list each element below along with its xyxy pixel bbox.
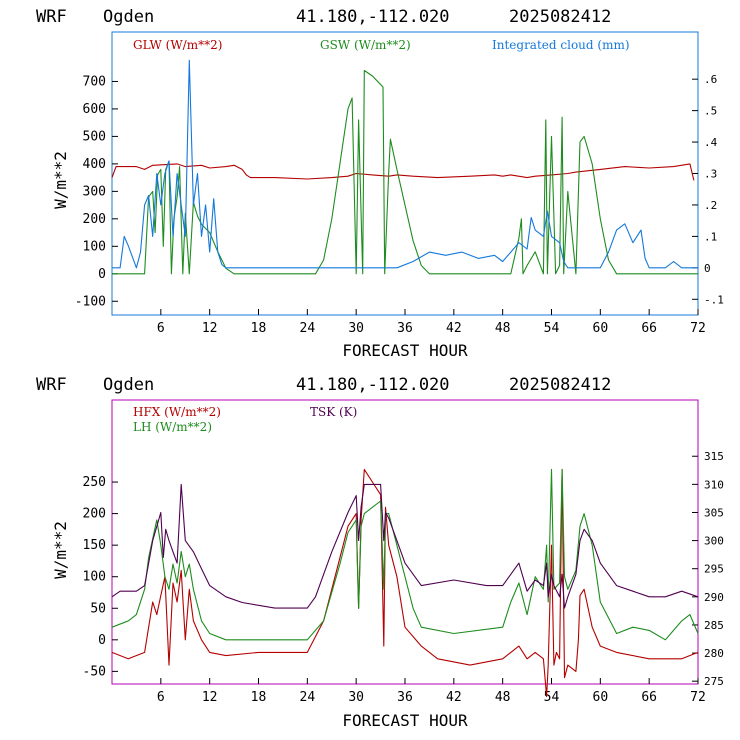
bottom-x-tick-label: 6 <box>157 690 165 705</box>
bottom-y-tick-label: 100 <box>83 570 106 585</box>
top-x-tick-label: 12 <box>202 321 218 336</box>
bottom-x-tick-label: 66 <box>641 690 657 705</box>
bottom-coords-label: 41.180,-112.020 <box>296 375 450 395</box>
bottom-x-tick-label: 60 <box>593 690 609 705</box>
bottom-series-line-hfx <box>111 468 699 698</box>
top-y-tick-label: -100 <box>75 294 106 309</box>
top-location-label: Ogden <box>103 7 154 27</box>
top-run-label: 2025082412 <box>509 7 611 27</box>
top-series-line-glw <box>111 163 695 181</box>
heat-flux-chart: HFX (W/m**2) LH (W/m**2) TSK (K) FORECAS… <box>51 399 724 730</box>
bottom-run-label: 2025082412 <box>509 375 611 395</box>
top-model-label: WRF <box>36 7 67 27</box>
top-y-tick-label: 0 <box>98 267 106 282</box>
bottom-y-tick-label: 250 <box>83 475 106 490</box>
top-x-tick-label: 18 <box>251 321 267 336</box>
top-y2-tick-label: .5 <box>704 105 717 118</box>
bottom-x-tick-label: 24 <box>300 690 316 705</box>
bottom-x-tick-label: 54 <box>544 690 560 705</box>
bottom-y2-tick-label: 305 <box>704 506 724 519</box>
top-y-axis-label: W/m**2 <box>51 151 70 209</box>
top-y-tick-label: 300 <box>83 184 106 199</box>
top-coords-label: 41.180,-112.020 <box>296 7 450 27</box>
legend-hfx: HFX (W/m**2) <box>133 405 221 419</box>
top-x-tick-label: 48 <box>495 321 511 336</box>
top-y2-tick-label: .3 <box>704 168 717 181</box>
bottom-y2-tick-label: 285 <box>704 619 724 632</box>
bottom-x-tick-label: 30 <box>348 690 364 705</box>
top-y-tick-label: 500 <box>83 129 106 144</box>
bottom-y2-tick-label: 310 <box>704 478 724 491</box>
top-y2-tick-label: 0 <box>704 262 711 275</box>
bottom-y-tick-label: 200 <box>83 507 106 522</box>
top-series-line-gsw <box>112 69 698 275</box>
top-x-tick-label: 24 <box>300 321 316 336</box>
top-y2-tick-label: .6 <box>704 73 717 86</box>
bottom-y2-tick-label: 295 <box>704 563 724 576</box>
bottom-y-tick-label: 0 <box>98 633 106 648</box>
top-y-tick-label: 600 <box>83 102 106 117</box>
bottom-x-tick-label: 18 <box>251 690 267 705</box>
bottom-series-line-lh <box>111 468 699 641</box>
legend-lh: LH (W/m**2) <box>133 420 212 434</box>
radiation-cloud-chart: GLW (W/m**2) GSW (W/m**2) Integrated clo… <box>51 31 724 360</box>
top-x-tick-label: 60 <box>593 321 609 336</box>
top-x-tick-label: 72 <box>690 321 706 336</box>
bottom-x-tick-label: 36 <box>397 690 413 705</box>
top-x-tick-label: 30 <box>348 321 364 336</box>
bottom-y2-tick-label: 300 <box>704 535 724 548</box>
bottom-location-label: Ogden <box>103 375 154 395</box>
bottom-y2-tick-label: 275 <box>704 675 724 688</box>
bottom-series-line-tsk <box>111 483 699 609</box>
top-x-tick-label: 42 <box>446 321 462 336</box>
bottom-y-tick-label: -50 <box>83 664 106 679</box>
bottom-y-tick-label: 50 <box>90 601 106 616</box>
bottom-x-tick-label: 12 <box>202 690 218 705</box>
bottom-model-label: WRF <box>36 375 67 395</box>
bottom-x-tick-label: 72 <box>690 690 706 705</box>
bottom-y-axis-label: W/m**2 <box>51 521 70 579</box>
top-x-axis-label: FORECAST HOUR <box>342 341 468 360</box>
legend-tsk: TSK (K) <box>310 405 357 419</box>
top-series-line-integrated <box>112 59 698 269</box>
bottom-y2-tick-label: 280 <box>704 647 724 660</box>
bottom-x-tick-label: 48 <box>495 690 511 705</box>
top-y-tick-label: 400 <box>83 157 106 172</box>
top-y-tick-label: 100 <box>83 239 106 254</box>
top-y-tick-label: 700 <box>83 74 106 89</box>
top-x-tick-label: 66 <box>641 321 657 336</box>
top-x-tick-label: 36 <box>397 321 413 336</box>
legend-gsw: GSW (W/m**2) <box>320 38 411 52</box>
top-y2-tick-label: .1 <box>704 230 717 243</box>
top-x-tick-label: 6 <box>157 321 165 336</box>
bottom-y-tick-label: 150 <box>83 538 106 553</box>
legend-cloud: Integrated cloud (mm) <box>492 38 630 52</box>
top-y-tick-label: 200 <box>83 212 106 227</box>
bottom-y2-tick-label: 315 <box>704 450 724 463</box>
bottom-plot-frame <box>111 399 699 685</box>
top-y2-tick-label: -.1 <box>704 293 724 306</box>
bottom-y2-tick-label: 290 <box>704 591 724 604</box>
top-y2-tick-label: .4 <box>704 136 718 149</box>
top-x-tick-label: 54 <box>544 321 560 336</box>
bottom-x-tick-label: 42 <box>446 690 462 705</box>
top-plot-frame <box>111 31 699 316</box>
bottom-x-axis-label: FORECAST HOUR <box>342 711 468 730</box>
top-y2-tick-label: .2 <box>704 199 717 212</box>
legend-glw: GLW (W/m**2) <box>133 38 222 52</box>
